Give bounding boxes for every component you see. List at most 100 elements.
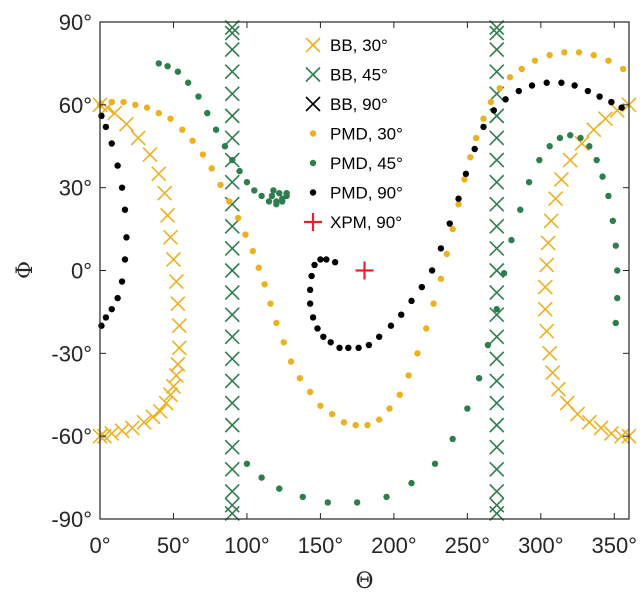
- x-tick-label: 300°: [518, 533, 564, 558]
- data-marker: [136, 414, 152, 430]
- data-marker: [171, 340, 187, 356]
- data-marker: [489, 351, 505, 367]
- data-marker: [547, 191, 564, 207]
- data-marker: [489, 262, 505, 279]
- data-point: [336, 344, 343, 352]
- data-point: [467, 154, 474, 161]
- data-point: [490, 107, 498, 114]
- data-point: [508, 236, 515, 244]
- data-point: [155, 60, 162, 67]
- data-point: [114, 294, 121, 302]
- data-marker: [224, 86, 240, 102]
- data-point: [308, 272, 315, 280]
- data-marker: [224, 351, 240, 367]
- data-point: [189, 137, 196, 144]
- data-point: [575, 49, 583, 56]
- data-point: [561, 49, 568, 56]
- x-tick-label: 0°: [89, 533, 110, 558]
- y-tick-label: -90°: [51, 507, 92, 532]
- data-point: [528, 82, 536, 89]
- data-marker: [539, 323, 555, 339]
- data-point: [543, 79, 550, 86]
- data-marker: [224, 25, 240, 41]
- data-point: [328, 410, 336, 418]
- data-point: [273, 319, 280, 327]
- data-point: [546, 51, 553, 59]
- data-marker: [489, 439, 505, 455]
- data-point: [98, 322, 105, 329]
- data-point: [121, 206, 129, 213]
- data-point: [212, 126, 220, 133]
- data-point: [249, 247, 257, 255]
- data-marker: [543, 213, 559, 229]
- y-tick-label: 30°: [59, 176, 92, 201]
- data-point: [258, 192, 265, 200]
- data-point: [309, 314, 317, 321]
- data-point: [593, 156, 600, 164]
- data-point: [612, 319, 619, 327]
- legend-marker: [305, 37, 321, 53]
- data-marker: [224, 108, 240, 124]
- data-point: [299, 493, 306, 501]
- data-marker: [168, 367, 184, 383]
- data-point: [199, 151, 207, 158]
- data-point: [517, 206, 524, 213]
- legend-marker: [304, 213, 322, 231]
- data-marker: [489, 42, 505, 58]
- legend-marker: [305, 66, 321, 83]
- data-point: [609, 217, 617, 224]
- data-point: [375, 416, 383, 423]
- data-point: [493, 305, 500, 313]
- data-marker: [614, 428, 630, 444]
- data-point: [408, 297, 415, 305]
- data-point: [345, 344, 352, 352]
- data-point: [331, 259, 339, 266]
- x-tick-label: 350°: [592, 533, 638, 558]
- legend-entry: XPM, 90°: [304, 213, 402, 232]
- data-point: [353, 499, 361, 506]
- data-point: [276, 485, 283, 492]
- data-point: [317, 256, 324, 263]
- data-marker: [165, 251, 182, 268]
- data-point: [306, 286, 314, 294]
- y-tick-label: -60°: [51, 424, 92, 449]
- data-marker: [550, 381, 567, 397]
- data-point: [525, 178, 533, 186]
- data-point: [221, 143, 229, 150]
- data-marker: [158, 395, 174, 411]
- data-point: [255, 264, 262, 271]
- data-point: [102, 314, 110, 321]
- y-tick-label: 90°: [59, 10, 92, 35]
- data-point: [355, 344, 362, 352]
- data-point: [287, 358, 295, 365]
- data-point: [608, 98, 615, 106]
- data-point: [311, 261, 318, 269]
- data-marker: [151, 166, 167, 182]
- data-point: [268, 192, 276, 200]
- data-point: [387, 322, 395, 329]
- axis-ticks: 0° 50° 100° 150° 200° 250° 300° 350° -90° -60° -30…: [51, 10, 637, 558]
- data-point: [430, 300, 437, 307]
- data-marker: [489, 461, 505, 477]
- data-point: [365, 341, 373, 349]
- data-point: [204, 109, 211, 117]
- data-marker: [537, 279, 553, 295]
- data-point: [386, 405, 393, 412]
- data-marker: [553, 171, 569, 187]
- data-marker: [142, 146, 158, 163]
- data-point: [558, 79, 565, 86]
- data-point: [118, 184, 126, 191]
- data-marker: [224, 19, 240, 36]
- data-point: [531, 57, 539, 64]
- data-marker: [545, 365, 561, 381]
- data-point: [496, 85, 503, 92]
- data-point: [296, 374, 304, 382]
- data-point: [375, 333, 383, 340]
- data-marker: [118, 116, 135, 132]
- data-point: [234, 214, 242, 222]
- data-point: [98, 112, 105, 120]
- data-point: [226, 198, 233, 205]
- data-point: [605, 57, 612, 64]
- data-marker: [586, 122, 602, 138]
